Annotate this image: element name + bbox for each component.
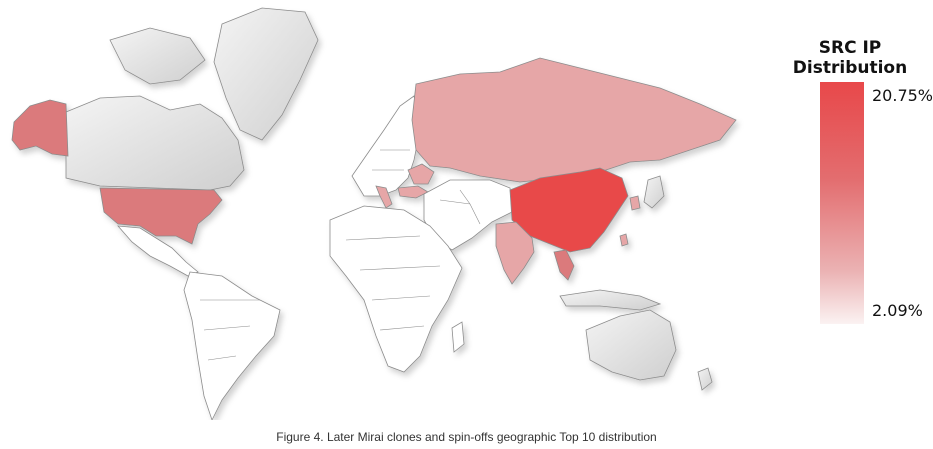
greenland-region — [213, 7, 319, 141]
figure-caption: Figure 4. Later Mirai clones and spin-of… — [276, 430, 657, 444]
vietnam-region — [553, 249, 575, 281]
legend-title: SRC IP Distribution — [792, 38, 908, 78]
africa-region — [329, 205, 463, 373]
korea-region — [629, 195, 641, 211]
taiwan-region — [619, 233, 629, 247]
europe-region — [351, 95, 421, 197]
legend-min-label: 2.09% — [872, 301, 923, 320]
italy-region — [375, 185, 393, 209]
arctic-islands-region — [109, 27, 206, 85]
usa-region — [99, 187, 223, 245]
russia-region — [411, 57, 737, 183]
australia-region — [585, 309, 677, 381]
legend-color-bar — [820, 82, 864, 324]
new-zealand-region — [697, 367, 713, 391]
china-region — [509, 167, 629, 253]
canada-region — [65, 95, 245, 191]
india-region — [495, 221, 535, 285]
madagascar-region — [451, 321, 465, 353]
world-map — [11, 7, 737, 420]
mexico-region — [117, 225, 199, 277]
indonesia-region — [559, 289, 662, 311]
ukraine-region — [407, 163, 435, 185]
alaska-region — [11, 99, 69, 157]
turkey-region — [397, 185, 429, 199]
south-america-region — [183, 271, 281, 420]
japan-region — [643, 175, 665, 209]
legend-max-label: 20.75% — [872, 86, 933, 105]
